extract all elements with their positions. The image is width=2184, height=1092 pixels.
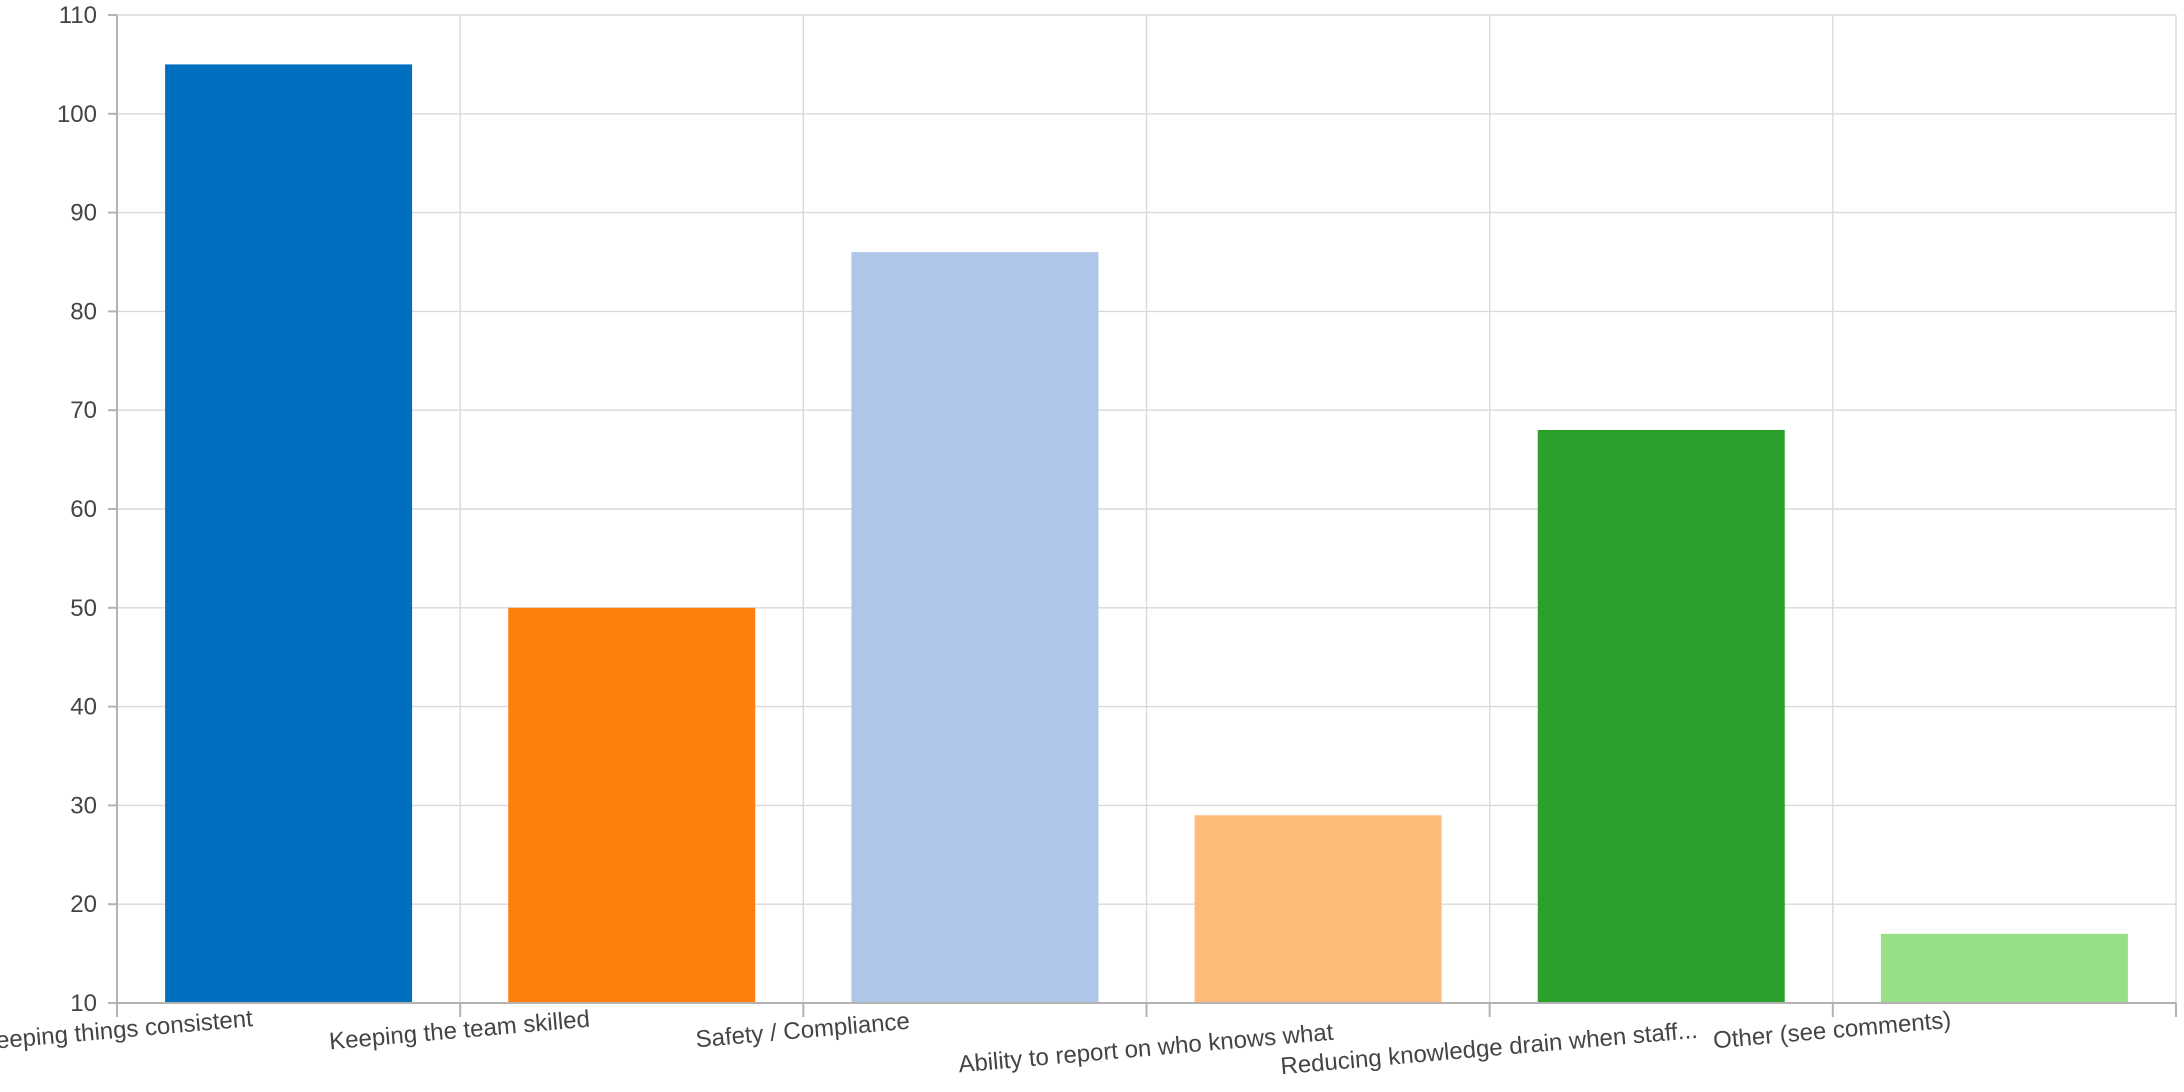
x-tick-label: Ability to report on who knows what (957, 1019, 1334, 1079)
y-tick-label: 30 (70, 792, 97, 819)
grid-lines (117, 14, 2177, 1003)
y-tick-label: 80 (70, 298, 97, 325)
y-tick-label: 60 (70, 496, 97, 523)
y-axis-tick-labels: 10 20 30 40 50 60 70 80 90 100 110 (57, 2, 97, 1017)
bar-6 (1880, 933, 2128, 1003)
bar-2 (508, 607, 756, 1003)
y-tick-label: 20 (70, 891, 97, 918)
bars (165, 64, 2128, 1004)
y-tick-label: 90 (70, 200, 97, 227)
bar-5 (1537, 429, 1785, 1004)
bar-3 (851, 252, 1099, 1003)
axes (108, 14, 2177, 1017)
y-tick-label: 110 (59, 2, 97, 29)
bar-4 (1194, 815, 1442, 1003)
x-tick-label: Reducing knowledge drain when staff... (1279, 1017, 1698, 1080)
y-tick-label: 40 (70, 694, 97, 721)
x-axis-tick-labels: Keeping things consistent Keeping the tea… (0, 1005, 1952, 1080)
y-tick-label: 50 (70, 595, 97, 622)
y-tick-label: 70 (70, 397, 97, 424)
bar-1 (165, 64, 413, 1003)
y-tick-label: 10 (70, 990, 97, 1017)
y-tick-label: 100 (57, 101, 97, 128)
x-tick-label: Keeping things consistent (0, 1005, 254, 1056)
